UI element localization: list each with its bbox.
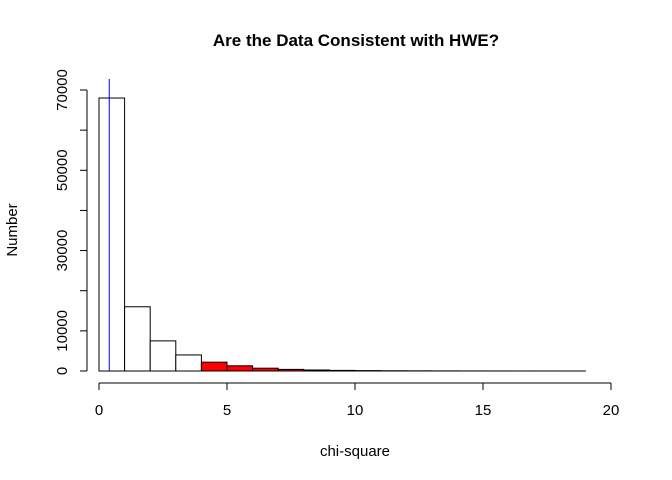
histogram-bar-9 [328,369,356,372]
y-tick-label-0: 0 [54,367,71,375]
x-tick-label-3: 15 [475,402,492,419]
x-tick-label-1: 5 [223,402,231,419]
x-axis-label: chi-square [320,443,390,460]
histogram-bar-5 [226,365,254,372]
histogram-bar-8 [303,369,330,372]
y-tick-label-1: 10000 [54,310,71,352]
y-tick-label-2: 30000 [54,230,71,272]
chart-title: Are the Data Consistent with HWE? [213,31,499,50]
x-axis: 0 5 10 15 20 [95,382,620,419]
y-axis-label: Number [4,203,21,256]
x-tick-label-2: 10 [347,402,364,419]
bars-group [98,97,586,372]
histogram-bar-7 [277,368,305,372]
y-tick-label-4: 70000 [54,69,71,111]
histogram-bar-4 [200,361,228,372]
x-tick-label-4: 20 [603,402,620,419]
histogram-bar-6 [252,367,279,372]
y-axis: 0 10000 30000 50000 70000 [54,69,88,375]
histogram-bar-3 [175,354,202,372]
y-tick-label-3: 50000 [54,149,71,191]
histogram-bar-1 [124,306,151,372]
histogram-bar-2 [149,340,177,372]
histogram-bar-0 [98,97,126,372]
x-tick-label-0: 0 [95,402,103,419]
